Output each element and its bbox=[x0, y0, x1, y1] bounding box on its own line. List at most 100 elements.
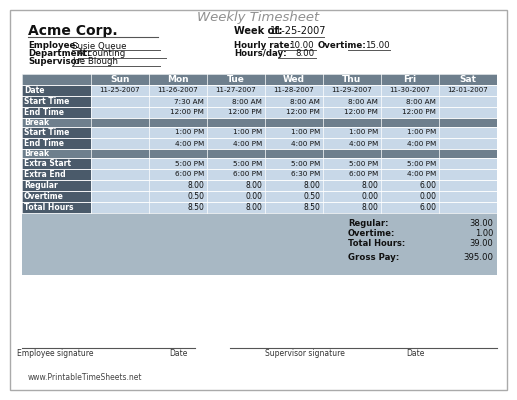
Text: End Time: End Time bbox=[24, 139, 64, 148]
Text: Week of:: Week of: bbox=[234, 26, 282, 36]
Text: 10.00: 10.00 bbox=[290, 42, 314, 50]
Bar bbox=[149, 96, 207, 107]
Text: Overtime:: Overtime: bbox=[318, 42, 367, 50]
Text: 8.00: 8.00 bbox=[295, 50, 314, 58]
Bar bbox=[207, 118, 265, 127]
Bar bbox=[381, 191, 439, 202]
Bar bbox=[265, 191, 323, 202]
Bar bbox=[22, 149, 91, 158]
Text: Gross Pay:: Gross Pay: bbox=[348, 252, 399, 262]
Text: 11-29-2007: 11-29-2007 bbox=[331, 88, 372, 94]
Bar bbox=[381, 118, 439, 127]
Bar bbox=[149, 149, 207, 158]
Text: Date: Date bbox=[169, 350, 187, 358]
Bar bbox=[381, 169, 439, 180]
Text: 38.00: 38.00 bbox=[469, 218, 493, 228]
Text: 8.00: 8.00 bbox=[361, 181, 378, 190]
Bar bbox=[439, 107, 497, 118]
Bar bbox=[22, 213, 497, 275]
Text: 15.00: 15.00 bbox=[366, 42, 390, 50]
Text: 8:00 AM: 8:00 AM bbox=[406, 98, 436, 104]
Bar bbox=[323, 118, 381, 127]
Text: Thu: Thu bbox=[342, 75, 361, 84]
Text: Employee:: Employee: bbox=[28, 42, 79, 50]
Bar bbox=[265, 96, 323, 107]
Bar bbox=[439, 191, 497, 202]
Text: Date: Date bbox=[406, 350, 424, 358]
Bar bbox=[207, 96, 265, 107]
Bar bbox=[323, 107, 381, 118]
Bar bbox=[207, 202, 265, 213]
Bar bbox=[149, 74, 207, 85]
Bar bbox=[22, 127, 91, 138]
Bar bbox=[265, 127, 323, 138]
Bar bbox=[207, 149, 265, 158]
Bar bbox=[91, 96, 149, 107]
Text: Regular: Regular bbox=[24, 181, 58, 190]
Bar bbox=[91, 202, 149, 213]
Bar bbox=[149, 202, 207, 213]
Bar bbox=[381, 149, 439, 158]
Bar bbox=[91, 158, 149, 169]
Bar bbox=[323, 149, 381, 158]
Bar bbox=[381, 127, 439, 138]
Bar bbox=[22, 118, 91, 127]
Text: 6.00: 6.00 bbox=[419, 181, 436, 190]
Bar bbox=[265, 138, 323, 149]
Bar bbox=[381, 85, 439, 96]
Bar bbox=[22, 96, 91, 107]
Bar bbox=[381, 158, 439, 169]
Text: Sat: Sat bbox=[460, 75, 477, 84]
Bar bbox=[149, 191, 207, 202]
Text: End Time: End Time bbox=[24, 108, 64, 117]
Text: 1.00: 1.00 bbox=[475, 228, 493, 238]
Text: 8.50: 8.50 bbox=[303, 203, 320, 212]
Text: 8:00 AM: 8:00 AM bbox=[348, 98, 378, 104]
Text: 6.00: 6.00 bbox=[419, 203, 436, 212]
Text: 11-27-2007: 11-27-2007 bbox=[216, 88, 256, 94]
Bar bbox=[265, 158, 323, 169]
Bar bbox=[323, 127, 381, 138]
Bar bbox=[265, 118, 323, 127]
Bar bbox=[265, 149, 323, 158]
Text: 0.00: 0.00 bbox=[245, 192, 262, 201]
Bar bbox=[22, 138, 91, 149]
Bar bbox=[91, 85, 149, 96]
Bar bbox=[265, 180, 323, 191]
Bar bbox=[22, 85, 91, 96]
Text: Acme Corp.: Acme Corp. bbox=[28, 24, 118, 38]
Bar bbox=[22, 74, 91, 85]
Bar bbox=[439, 127, 497, 138]
Text: Fri: Fri bbox=[403, 75, 417, 84]
Text: 4:00 PM: 4:00 PM bbox=[407, 172, 436, 178]
Bar bbox=[323, 138, 381, 149]
Bar bbox=[22, 202, 91, 213]
Bar bbox=[439, 96, 497, 107]
Bar bbox=[207, 85, 265, 96]
Bar bbox=[381, 107, 439, 118]
Text: Regular:: Regular: bbox=[348, 218, 388, 228]
Text: 1:00 PM: 1:00 PM bbox=[233, 130, 262, 136]
Text: Hours/day:: Hours/day: bbox=[234, 50, 286, 58]
Text: Mon: Mon bbox=[167, 75, 189, 84]
Bar bbox=[323, 158, 381, 169]
Bar bbox=[439, 180, 497, 191]
Text: 5:00 PM: 5:00 PM bbox=[233, 160, 262, 166]
Text: 6:00 PM: 6:00 PM bbox=[233, 172, 262, 178]
Bar bbox=[91, 138, 149, 149]
Bar bbox=[91, 118, 149, 127]
Text: 8.00: 8.00 bbox=[245, 181, 262, 190]
Text: 0.00: 0.00 bbox=[361, 192, 378, 201]
Bar bbox=[381, 202, 439, 213]
Text: Date: Date bbox=[24, 86, 44, 95]
Bar bbox=[91, 191, 149, 202]
Text: Accounting: Accounting bbox=[78, 50, 126, 58]
Bar bbox=[149, 107, 207, 118]
Text: 12:00 PM: 12:00 PM bbox=[228, 110, 262, 116]
Bar bbox=[265, 202, 323, 213]
Bar bbox=[323, 74, 381, 85]
Bar bbox=[381, 180, 439, 191]
Text: 1:00 PM: 1:00 PM bbox=[291, 130, 320, 136]
Text: Joe Blough: Joe Blough bbox=[72, 58, 118, 66]
Bar bbox=[439, 149, 497, 158]
